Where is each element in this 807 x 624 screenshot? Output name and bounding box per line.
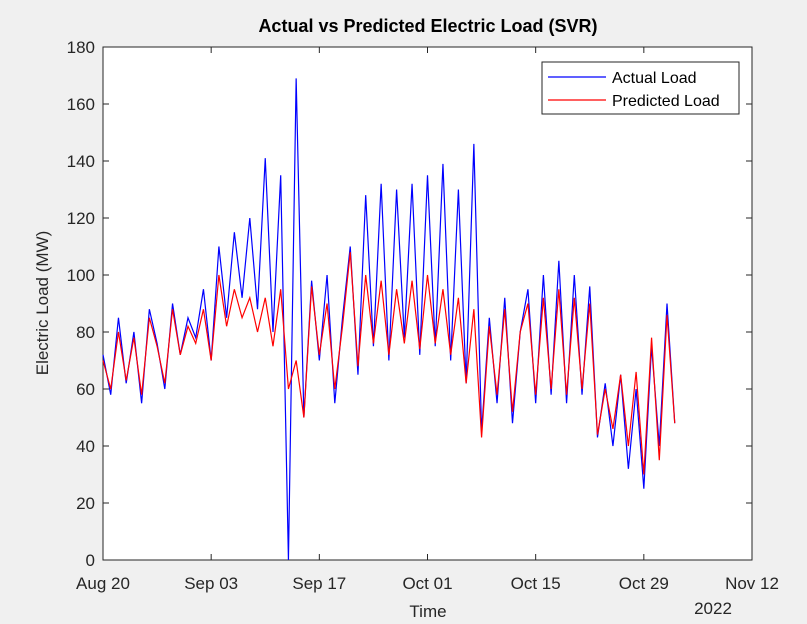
x-tick-label: Aug 20: [76, 574, 130, 593]
y-tick-label: 140: [67, 152, 95, 171]
y-tick-label: 20: [76, 494, 95, 513]
legend-box: [541, 61, 740, 115]
legend-label: Actual Load: [612, 70, 697, 87]
y-tick-label: 100: [67, 266, 95, 285]
y-tick-label: 80: [76, 323, 95, 342]
y-tick-label: 60: [76, 380, 95, 399]
x-tick-label: Oct 29: [619, 574, 669, 593]
y-tick-label: 40: [76, 437, 95, 456]
plot-area: [102, 46, 753, 561]
x-year-label: 2022: [694, 599, 732, 618]
y-tick-label: 180: [67, 38, 95, 57]
x-tick-label: Oct 01: [402, 574, 452, 593]
y-tick-label: 160: [67, 95, 95, 114]
x-axis-label: Time: [409, 602, 446, 621]
x-tick-label: Oct 15: [511, 574, 561, 593]
series-line: [102, 252, 676, 475]
y-axis-label: Electric Load (MW): [33, 231, 52, 376]
x-tick-label: Sep 03: [184, 574, 238, 593]
y-tick-label: 120: [67, 209, 95, 228]
y-tick-label: 0: [86, 551, 95, 570]
chart-title: Actual vs Predicted Electric Load (SVR): [258, 16, 597, 36]
x-tick-label: Sep 17: [292, 574, 346, 593]
legend-label: Predicted Load: [612, 93, 720, 110]
x-tick-label: Nov 12: [725, 574, 779, 593]
